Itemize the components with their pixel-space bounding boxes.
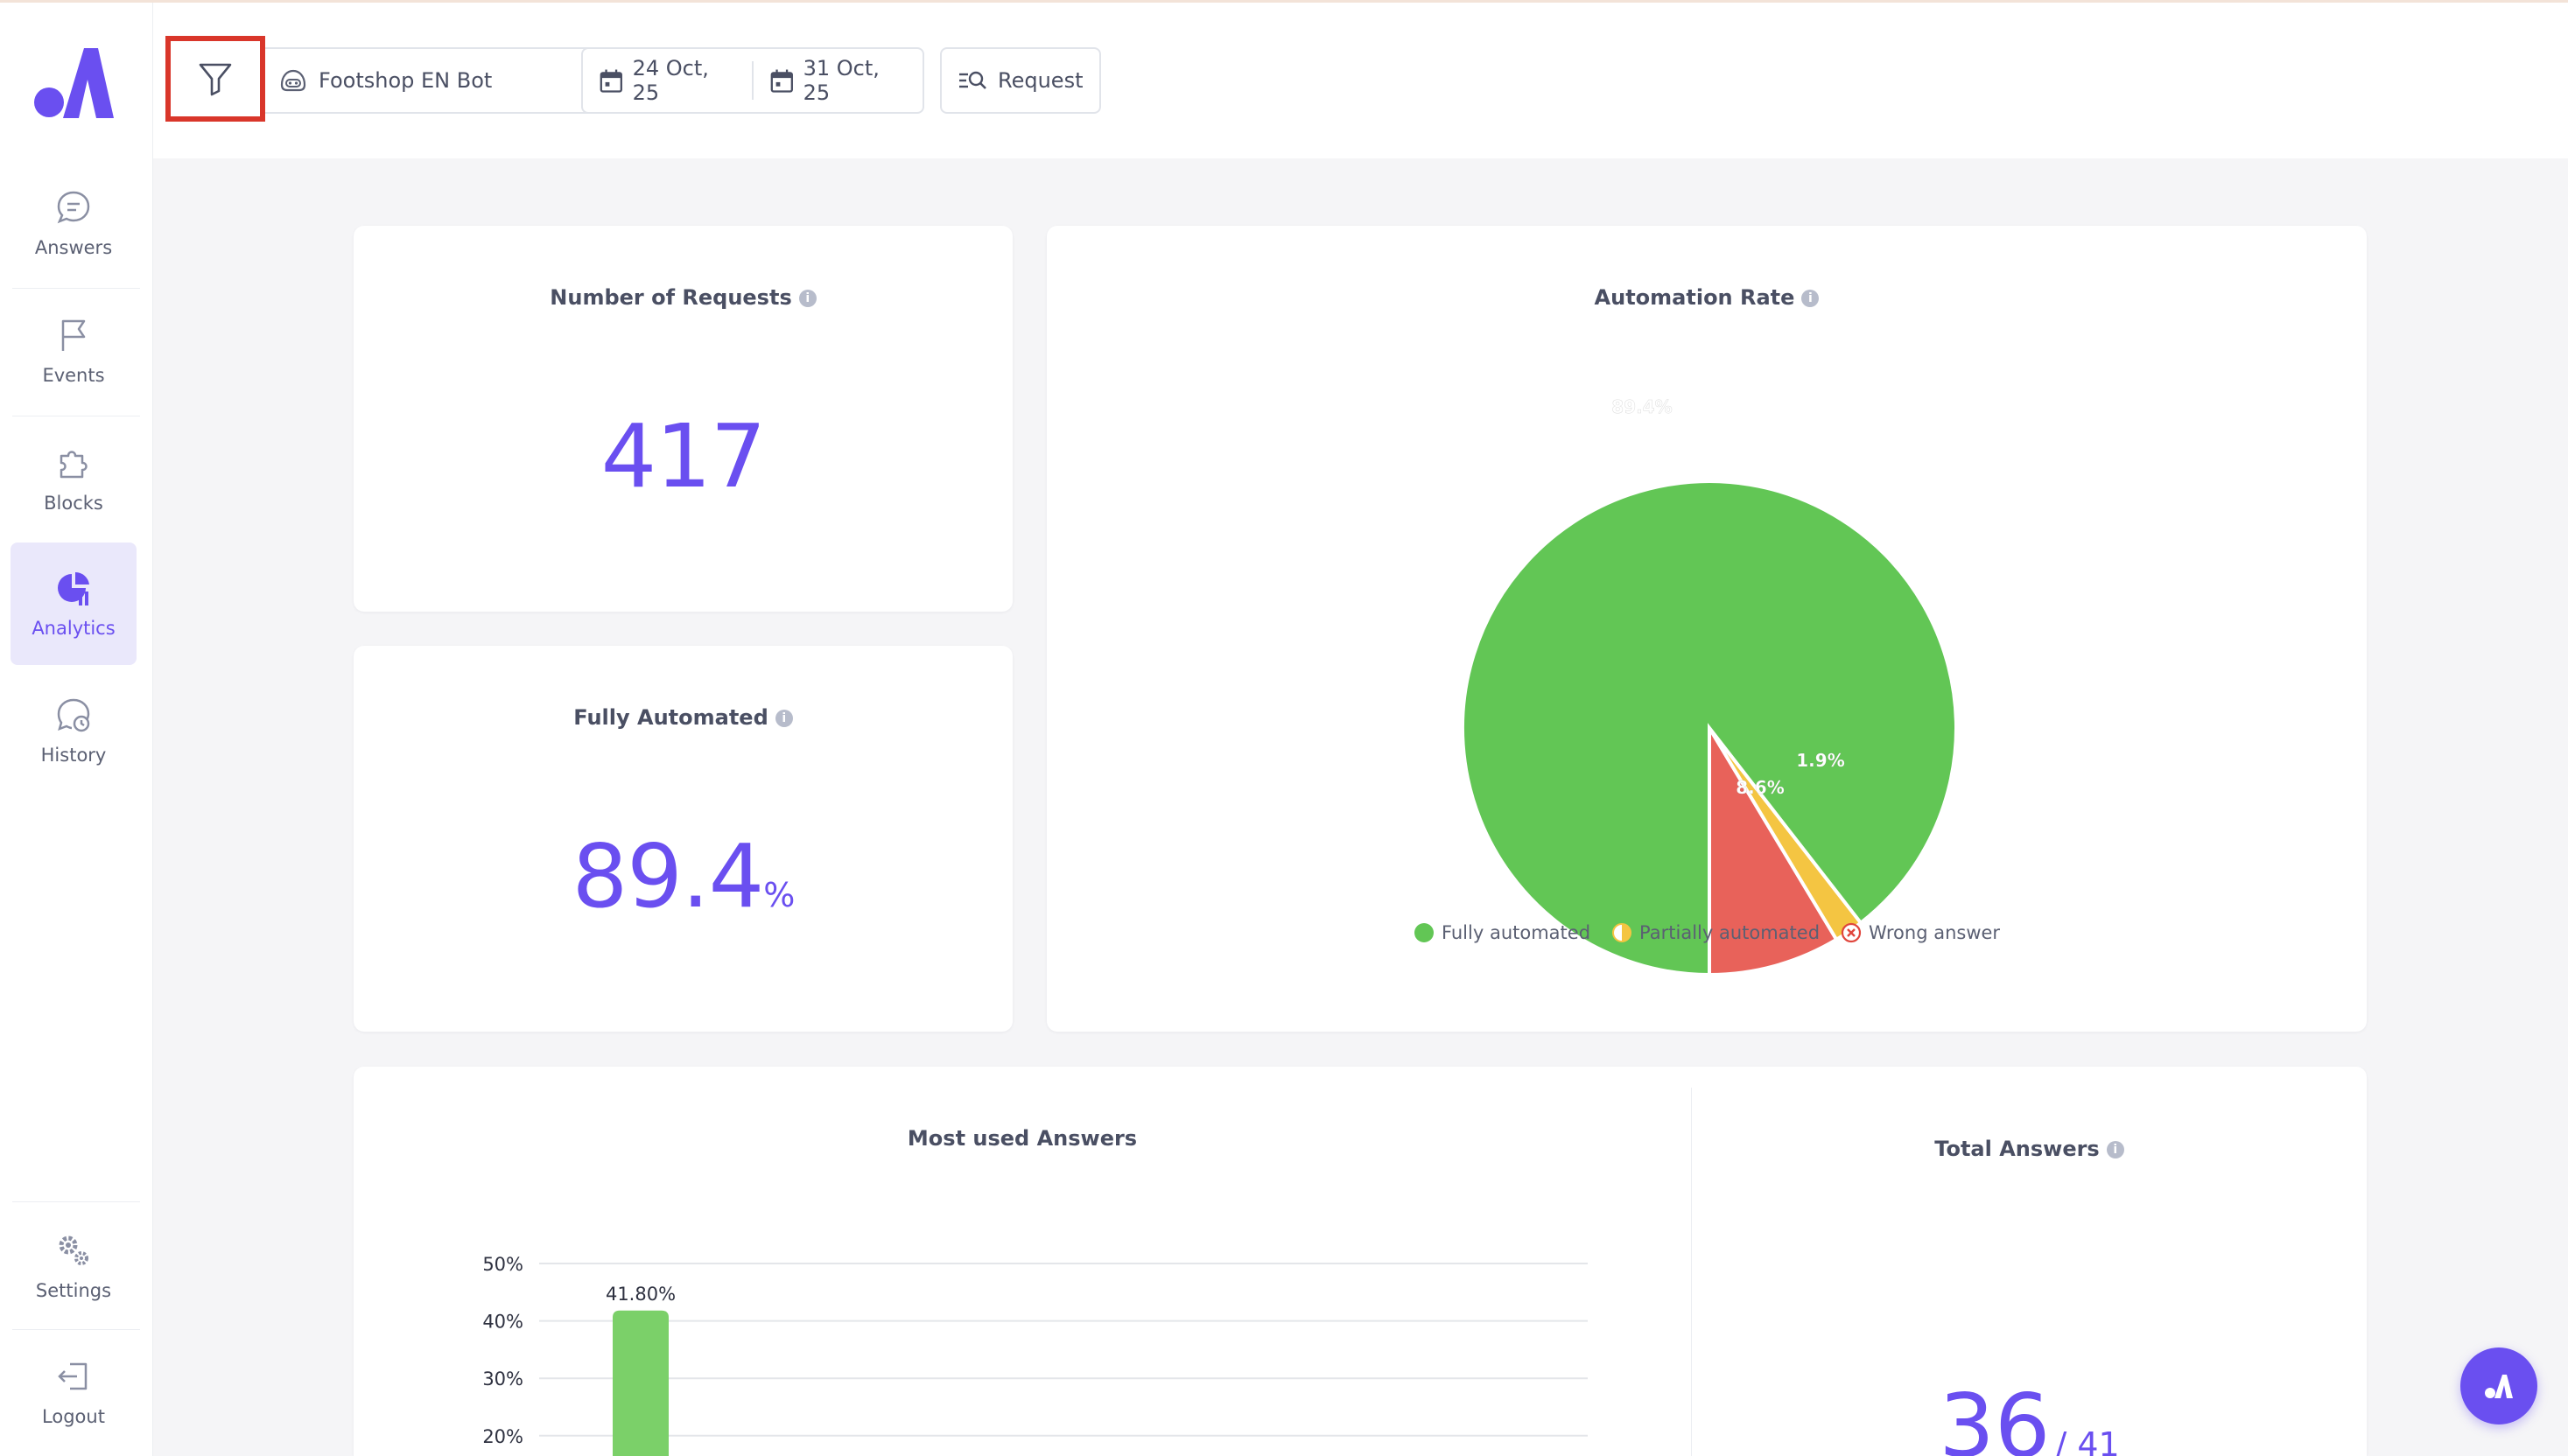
sidebar-item-label: Blocks — [44, 493, 103, 514]
info-icon[interactable]: i — [2106, 1141, 2124, 1158]
legend-label: Fully automated — [1441, 922, 1591, 943]
filter-button[interactable] — [165, 36, 265, 122]
divider — [12, 1329, 140, 1330]
gears-icon — [59, 1236, 88, 1265]
bot-icon — [280, 69, 306, 92]
bot-name: Footshop EN Bot — [319, 68, 493, 93]
sidebar-item-analytics[interactable]: Analytics — [11, 542, 137, 665]
requests-title: Number of Requests — [550, 285, 792, 310]
divider — [1691, 1088, 1692, 1456]
calendar-icon — [770, 69, 793, 93]
calendar-icon — [600, 69, 622, 93]
card-title: Automation Rate i — [1047, 285, 2367, 310]
date-from[interactable]: 24 Oct, 25 — [632, 56, 709, 105]
sidebar-item-history[interactable]: History — [11, 669, 137, 792]
legend-item-wrong-answer[interactable]: Wrong answer — [1841, 922, 2000, 943]
pie-value-label: 8.6% — [1736, 777, 1784, 798]
pie-slice-wrong-answer[interactable] — [1708, 721, 1839, 977]
info-icon[interactable]: i — [775, 710, 793, 727]
most-used-answers-card: Most used Answers 20% 30% 40% 50% 41.80% Tot… — [354, 1067, 2367, 1456]
logout-icon — [58, 1362, 88, 1390]
pie-value-label: 1.9% — [1796, 750, 1844, 771]
pie-slice-fully-automated[interactable] — [1461, 480, 1958, 977]
sidebar-item-label: History — [40, 745, 107, 766]
flag-icon — [61, 319, 86, 351]
assistant-chat-button[interactable] — [2460, 1348, 2537, 1424]
chat-bubble-icon — [57, 191, 90, 224]
card-title: Total Answers i — [1692, 1137, 2367, 1161]
card-title: Number of Requests i — [354, 285, 1013, 310]
percent-value: 89.4 — [572, 825, 765, 928]
y-tick-label: 50% — [482, 1254, 523, 1275]
divider — [12, 288, 140, 289]
header-toolbar: Footshop EN Bot 24 Oct, 25 31 Oct, 25 — [153, 3, 2568, 158]
chart-legend: Fully automated Partially automated Wron… — [1047, 922, 2367, 943]
legend-label: Partially automated — [1639, 922, 1821, 943]
sidebar: Answers Events Blocks Analytics History — [0, 3, 153, 1456]
request-label: Request — [998, 68, 1084, 93]
answers-used: 36 — [1939, 1375, 2051, 1456]
legend-item-fully-automated[interactable]: Fully automated — [1414, 922, 1590, 943]
fully-automated-card: Fully Automated i 89.4% — [354, 646, 1013, 1032]
most-used-title: Most used Answers — [907, 1126, 1138, 1151]
legend-label: Wrong answer — [1869, 922, 2001, 943]
sidebar-item-label: Events — [42, 365, 105, 386]
history-icon — [57, 698, 90, 732]
app-logo-icon — [2485, 1375, 2513, 1398]
app-logo[interactable] — [33, 45, 114, 120]
request-search-button[interactable]: Request — [940, 47, 1101, 114]
answers-total: / 41 — [2055, 1425, 2120, 1456]
automation-title: Automation Rate — [1594, 285, 1795, 310]
sidebar-item-label: Analytics — [32, 618, 116, 639]
card-title: Most used Answers — [354, 1126, 1691, 1151]
bar[interactable] — [613, 1310, 669, 1456]
automation-pie-chart: 8.6% 1.9% 89.4% — [1461, 396, 1958, 977]
total-answers-title: Total Answers — [1934, 1137, 2100, 1161]
half-circle-icon — [1612, 923, 1632, 942]
puzzle-icon — [60, 451, 88, 479]
pie-chart-icon — [58, 571, 89, 606]
divider — [12, 1201, 140, 1202]
y-tick-label: 20% — [482, 1426, 523, 1447]
pie-value-label: 89.4% — [1611, 396, 1672, 417]
sidebar-item-label: Logout — [42, 1406, 105, 1427]
sidebar-item-answers[interactable]: Answers — [11, 162, 137, 284]
requests-value: 417 — [600, 405, 767, 508]
most-used-bar-chart: 20% 30% 40% 50% 41.80% — [482, 1254, 1588, 1456]
divider — [752, 61, 754, 100]
date-to[interactable]: 31 Oct, 25 — [803, 56, 880, 105]
sidebar-item-settings[interactable]: Settings — [11, 1205, 137, 1327]
info-icon[interactable]: i — [1801, 290, 1820, 307]
card-title: Fully Automated i — [354, 705, 1013, 730]
filter-icon — [199, 63, 232, 96]
x-circle-icon — [1841, 922, 1862, 943]
top-border — [0, 0, 2568, 3]
fully-automated-value: 89.4% — [354, 825, 1013, 928]
sidebar-item-label: Settings — [35, 1280, 112, 1301]
automation-rate-card: Automation Rate i 8.6% 1.9% 89.4% Fully aut… — [1047, 226, 2367, 1032]
sidebar-item-logout[interactable]: Logout — [11, 1331, 137, 1453]
requests-card: Number of Requests i 417 — [354, 226, 1013, 612]
percent-unit: % — [763, 876, 795, 914]
list-search-icon — [959, 71, 986, 89]
legend-item-partially-automated[interactable]: Partially automated — [1611, 922, 1820, 943]
bar-value-label: 41.80% — [606, 1284, 676, 1305]
total-answers-value: 36/ 41 — [1692, 1375, 2367, 1456]
date-range-picker[interactable]: 24 Oct, 25 31 Oct, 25 — [581, 47, 924, 114]
y-tick-label: 40% — [482, 1312, 523, 1333]
sidebar-item-label: Answers — [34, 237, 113, 258]
legend-dot-icon — [1414, 923, 1434, 942]
info-icon[interactable]: i — [798, 290, 817, 307]
sidebar-item-events[interactable]: Events — [11, 290, 137, 412]
y-tick-label: 30% — [482, 1368, 523, 1390]
sidebar-item-blocks[interactable]: Blocks — [11, 417, 137, 540]
fully-automated-title: Fully Automated — [573, 705, 768, 730]
